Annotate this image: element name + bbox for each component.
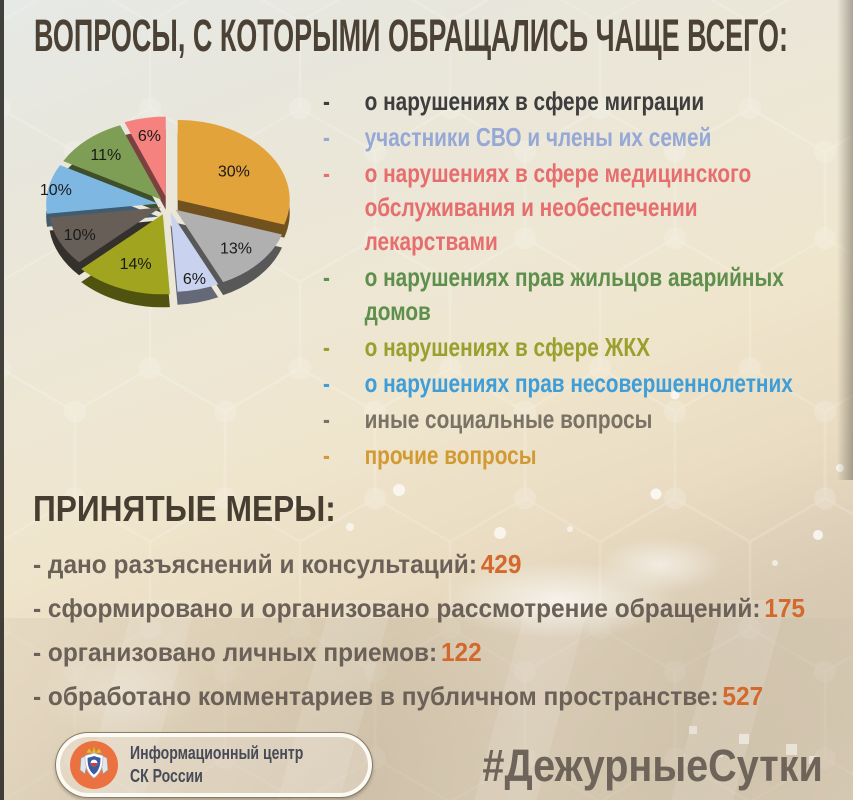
logo-line2: СК России <box>130 766 203 786</box>
topic-bullet: - <box>323 86 330 116</box>
measure-label: - организовано личных приемов: <box>33 637 438 667</box>
pie-slice <box>46 165 159 214</box>
topic-label: о нарушениях в сфере медицинского обслуж… <box>364 158 752 256</box>
topic-item: - о нарушениях прав жильцов аварийных дом… <box>323 260 813 328</box>
measure-item: - дано разъяснений и консультаций: 429 <box>33 542 805 586</box>
measure-value: 527 <box>722 681 764 711</box>
logo-text: Информационный центр СК России <box>130 742 303 788</box>
pie-slice <box>81 214 170 295</box>
pie-slice <box>124 116 166 197</box>
topic-bullet: - <box>323 404 330 434</box>
pie-slice-label: 10% <box>64 227 96 244</box>
measure-item: - организовано личных приемов: 122 <box>33 630 805 674</box>
pie-chart: 30% 13% 6% 14% 10% 10% 11% 6% <box>40 116 290 308</box>
sk-emblem-icon <box>70 741 118 789</box>
topic-item: - иные социальные вопросы <box>323 402 813 436</box>
pie-slice <box>49 207 161 263</box>
page-title: ВОПРОСЫ, С КОТОРЫМИ ОБРАЩАЛИСЬ ЧАЩЕ ВСЕГ… <box>34 10 789 61</box>
topic-bullet: - <box>323 332 330 362</box>
measure-value: 429 <box>480 549 522 579</box>
left-dark-edge <box>0 0 4 800</box>
pie-slice <box>177 119 290 225</box>
pie-slice-label: 10% <box>40 182 72 199</box>
topic-label: о нарушениях прав несовершеннолетних <box>364 368 793 398</box>
hashtag: #ДежурныеСутки <box>482 740 823 791</box>
measure-item: - обработано комментариев в публичном пр… <box>33 674 805 718</box>
pie-slice-label: 14% <box>120 256 152 273</box>
measure-item: - сформировано и организовано рассмотрен… <box>33 586 805 630</box>
sk-logo-pill: Информационный центр СК России <box>55 732 373 798</box>
measure-label: - дано разъяснений и консультаций: <box>33 549 477 579</box>
topic-bullet: - <box>323 368 330 398</box>
pie-slice-label: 13% <box>220 240 252 257</box>
logo-line1: Информационный центр <box>130 743 304 763</box>
measures-title: ПРИНЯТЫЕ МЕРЫ: <box>33 488 336 529</box>
pie-slice-label: 6% <box>183 271 206 288</box>
pie-slice-label: 6% <box>138 128 161 145</box>
topic-bullet: - <box>323 262 330 292</box>
topic-item: - участники СВО и члены их семей <box>323 120 813 154</box>
topic-item: - прочие вопросы <box>323 438 813 472</box>
pie-chart-container: 30% 13% 6% 14% 10% 10% 11% 6% <box>18 103 318 338</box>
topic-label: участники СВО и члены их семей <box>364 122 712 152</box>
measures-list: - дано разъяснений и консультаций: 429 - с… <box>33 542 805 718</box>
measure-label: - обработано комментариев в публичном пр… <box>33 681 719 711</box>
topic-label: о нарушениях прав жильцов аварийных домо… <box>364 262 784 326</box>
topic-bullet: - <box>323 122 330 152</box>
topic-bullet: - <box>323 440 330 470</box>
pie-slice <box>175 209 283 283</box>
topic-bullet: - <box>323 158 330 188</box>
topic-label: о нарушениях в сфере миграции <box>364 86 705 116</box>
topic-item: - о нарушениях в сфере ЖКХ <box>323 330 813 364</box>
topic-item: - о нарушениях прав несовершеннолетних <box>323 366 813 400</box>
pie-slice-label: 11% <box>90 147 121 164</box>
topic-label: прочие вопросы <box>364 440 537 470</box>
topic-label: о нарушениях в сфере ЖКХ <box>364 332 651 362</box>
pie-slice <box>63 125 162 200</box>
right-edge-shade <box>837 0 853 480</box>
measure-value: 122 <box>440 637 482 667</box>
topic-item: - о нарушениях в сфере медицинского обслу… <box>323 156 813 258</box>
pie-slice <box>170 211 219 292</box>
topics-list: - о нарушениях в сфере миграции - участники… <box>323 84 813 474</box>
topic-label: иные социальные вопросы <box>364 404 653 434</box>
measure-value: 175 <box>764 593 806 623</box>
measure-label: - сформировано и организовано рассмотрен… <box>33 593 761 623</box>
topic-item: - о нарушениях в сфере миграции <box>323 84 813 118</box>
pie-slice-label: 30% <box>218 163 250 180</box>
pie-slices: 30% 13% 6% 14% 10% 10% 11% 6% <box>40 116 290 308</box>
